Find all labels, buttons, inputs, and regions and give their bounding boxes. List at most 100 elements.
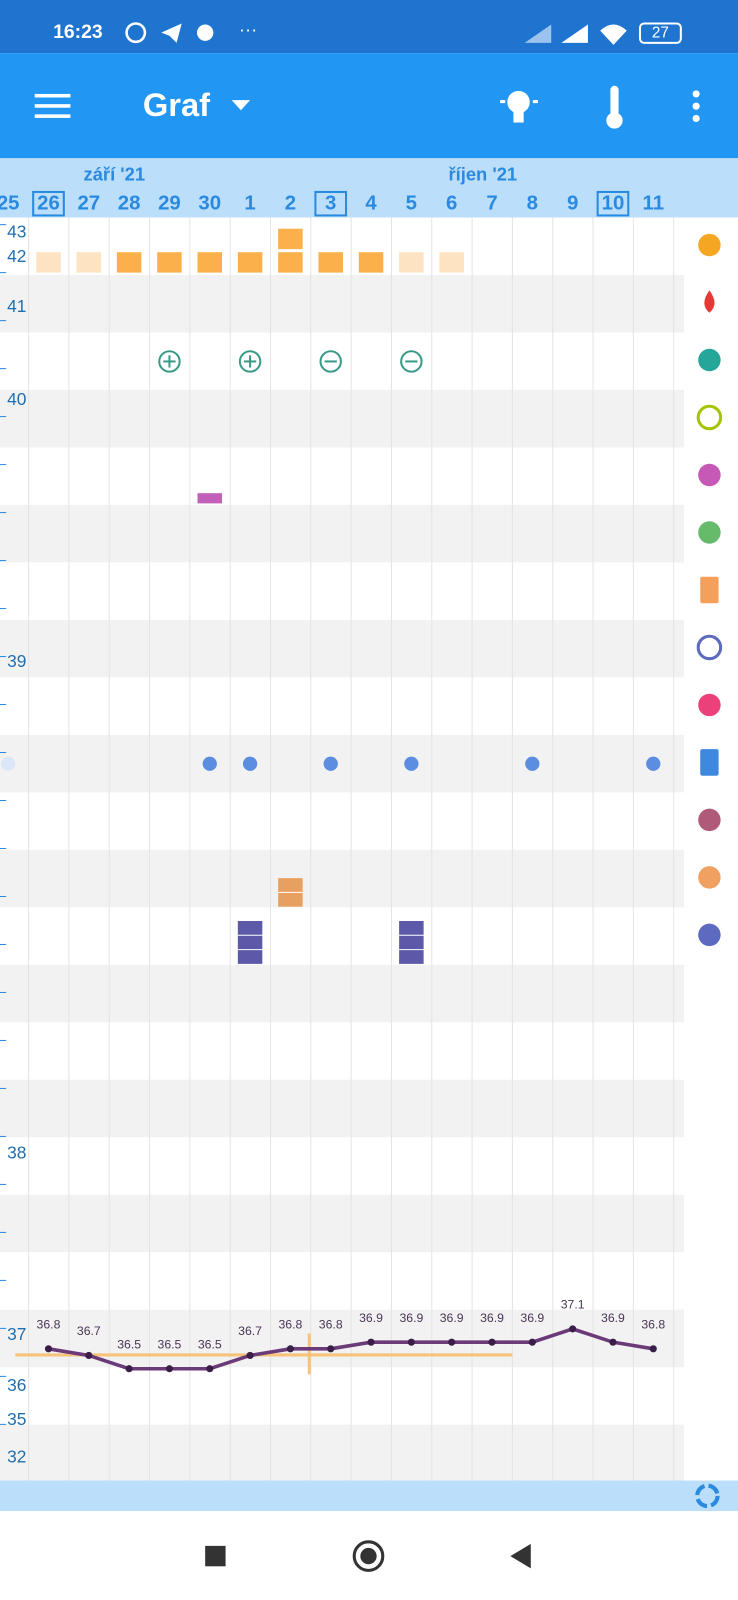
axis-label: 35 (7, 1409, 26, 1429)
temperature-point (286, 1345, 294, 1353)
symbol (439, 252, 464, 273)
category-icon[interactable] (698, 693, 721, 717)
top-date: 8 (527, 193, 538, 215)
top-date: 4 (365, 193, 377, 215)
temperature-label: 36.9 (359, 1311, 383, 1325)
top-date: 11 (642, 193, 664, 215)
today-box (32, 190, 65, 217)
temperature-point (165, 1365, 174, 1373)
category-icon[interactable] (700, 749, 719, 776)
dot (202, 756, 217, 771)
temperature-label: 36.9 (601, 1311, 625, 1325)
date-footer (0, 1480, 738, 1512)
top-date: 1 (244, 193, 255, 215)
top-date: 30 (198, 193, 221, 215)
symbol (237, 252, 263, 273)
category-icon[interactable] (698, 463, 721, 487)
category-icon[interactable] (698, 923, 721, 947)
whatsapp-icon (125, 22, 147, 44)
row-band (0, 274, 684, 333)
temperature-point (44, 1345, 53, 1353)
row-band (0, 389, 684, 448)
category-icon[interactable] (696, 404, 723, 431)
row-band (0, 1424, 684, 1483)
app-title[interactable]: Graf (143, 86, 210, 123)
temperature-label: 36.9 (480, 1311, 504, 1325)
temperature-point (488, 1338, 496, 1346)
symbol (318, 252, 343, 273)
title-dropdown[interactable] (231, 100, 251, 111)
top-date: 9 (567, 193, 578, 215)
overflow-button[interactable] (692, 90, 700, 123)
axis-label: 39 (7, 651, 26, 671)
symbol (36, 252, 61, 273)
category-icon[interactable] (696, 634, 723, 661)
more-notifications: ··· (239, 18, 257, 39)
wifi-icon (600, 24, 627, 45)
temperature-point (528, 1338, 536, 1346)
top-date: 6 (446, 193, 457, 215)
temperature-label: 36.9 (399, 1311, 423, 1325)
dot (323, 756, 338, 771)
row-band (0, 1079, 684, 1138)
top-date: 29 (158, 193, 181, 215)
thermometer-button[interactable] (606, 85, 623, 129)
chart-content: září '21 říjen '21 25 26 27 28 29 30 1 2 3 4 5 6 7 8 9 10… (0, 163, 723, 1508)
temperature-label: 36.9 (520, 1311, 544, 1325)
temperature-label: 36.8 (37, 1318, 61, 1332)
temperature-point (448, 1338, 456, 1346)
battery-level: 27 (652, 25, 669, 42)
category-icon[interactable] (698, 521, 721, 544)
battery-icon (638, 22, 682, 44)
category-icon[interactable] (698, 808, 721, 832)
category-icon[interactable] (698, 348, 721, 372)
category-icon[interactable] (704, 290, 715, 313)
temperature-label: 36.7 (238, 1324, 262, 1338)
category-icon[interactable] (698, 233, 721, 257)
menu-button[interactable] (34, 93, 71, 118)
temperature-point (327, 1345, 335, 1353)
temperature-label: 36.8 (319, 1318, 343, 1332)
temperature-label: 37.1 (561, 1298, 585, 1312)
nav-home[interactable] (352, 1540, 385, 1572)
temperature-label: 36.9 (440, 1311, 464, 1325)
dot (242, 756, 258, 771)
mucus-symbol (400, 350, 423, 373)
month-label: září '21 (84, 163, 146, 184)
row-band (0, 964, 684, 1023)
temperature-label: 36.5 (158, 1337, 182, 1351)
temperature-label: 36.5 (198, 1337, 222, 1351)
category-icon[interactable] (698, 866, 721, 889)
row-band (0, 734, 684, 793)
dot (404, 756, 419, 771)
temperature-point (125, 1365, 133, 1373)
top-date: 3 (325, 193, 336, 215)
temperature-label: 36.7 (77, 1324, 101, 1338)
symbol (278, 252, 303, 273)
today-box (596, 190, 630, 217)
symbol (358, 252, 384, 273)
grid (0, 217, 684, 1483)
today-box (314, 190, 348, 217)
axis-label: 41 (7, 296, 26, 316)
top-date: 2 (285, 193, 296, 215)
top-date: 10 (602, 193, 625, 215)
month-label: říjen '21 (448, 163, 517, 184)
symbol (399, 920, 424, 964)
symbol (278, 228, 303, 250)
top-date: 28 (118, 193, 141, 215)
nav-recents[interactable] (205, 1545, 226, 1567)
temperature-point (649, 1345, 657, 1353)
app-bar (0, 53, 738, 159)
nav-back[interactable] (510, 1543, 531, 1569)
status-time: 16:23 (53, 21, 103, 43)
category-icon[interactable] (700, 576, 719, 604)
sync-button[interactable] (695, 1483, 720, 1509)
tips-button[interactable] (500, 90, 538, 123)
temperature-point (407, 1338, 415, 1346)
top-date: 27 (77, 193, 100, 215)
symbol (197, 493, 223, 504)
temperature-point (609, 1338, 617, 1346)
